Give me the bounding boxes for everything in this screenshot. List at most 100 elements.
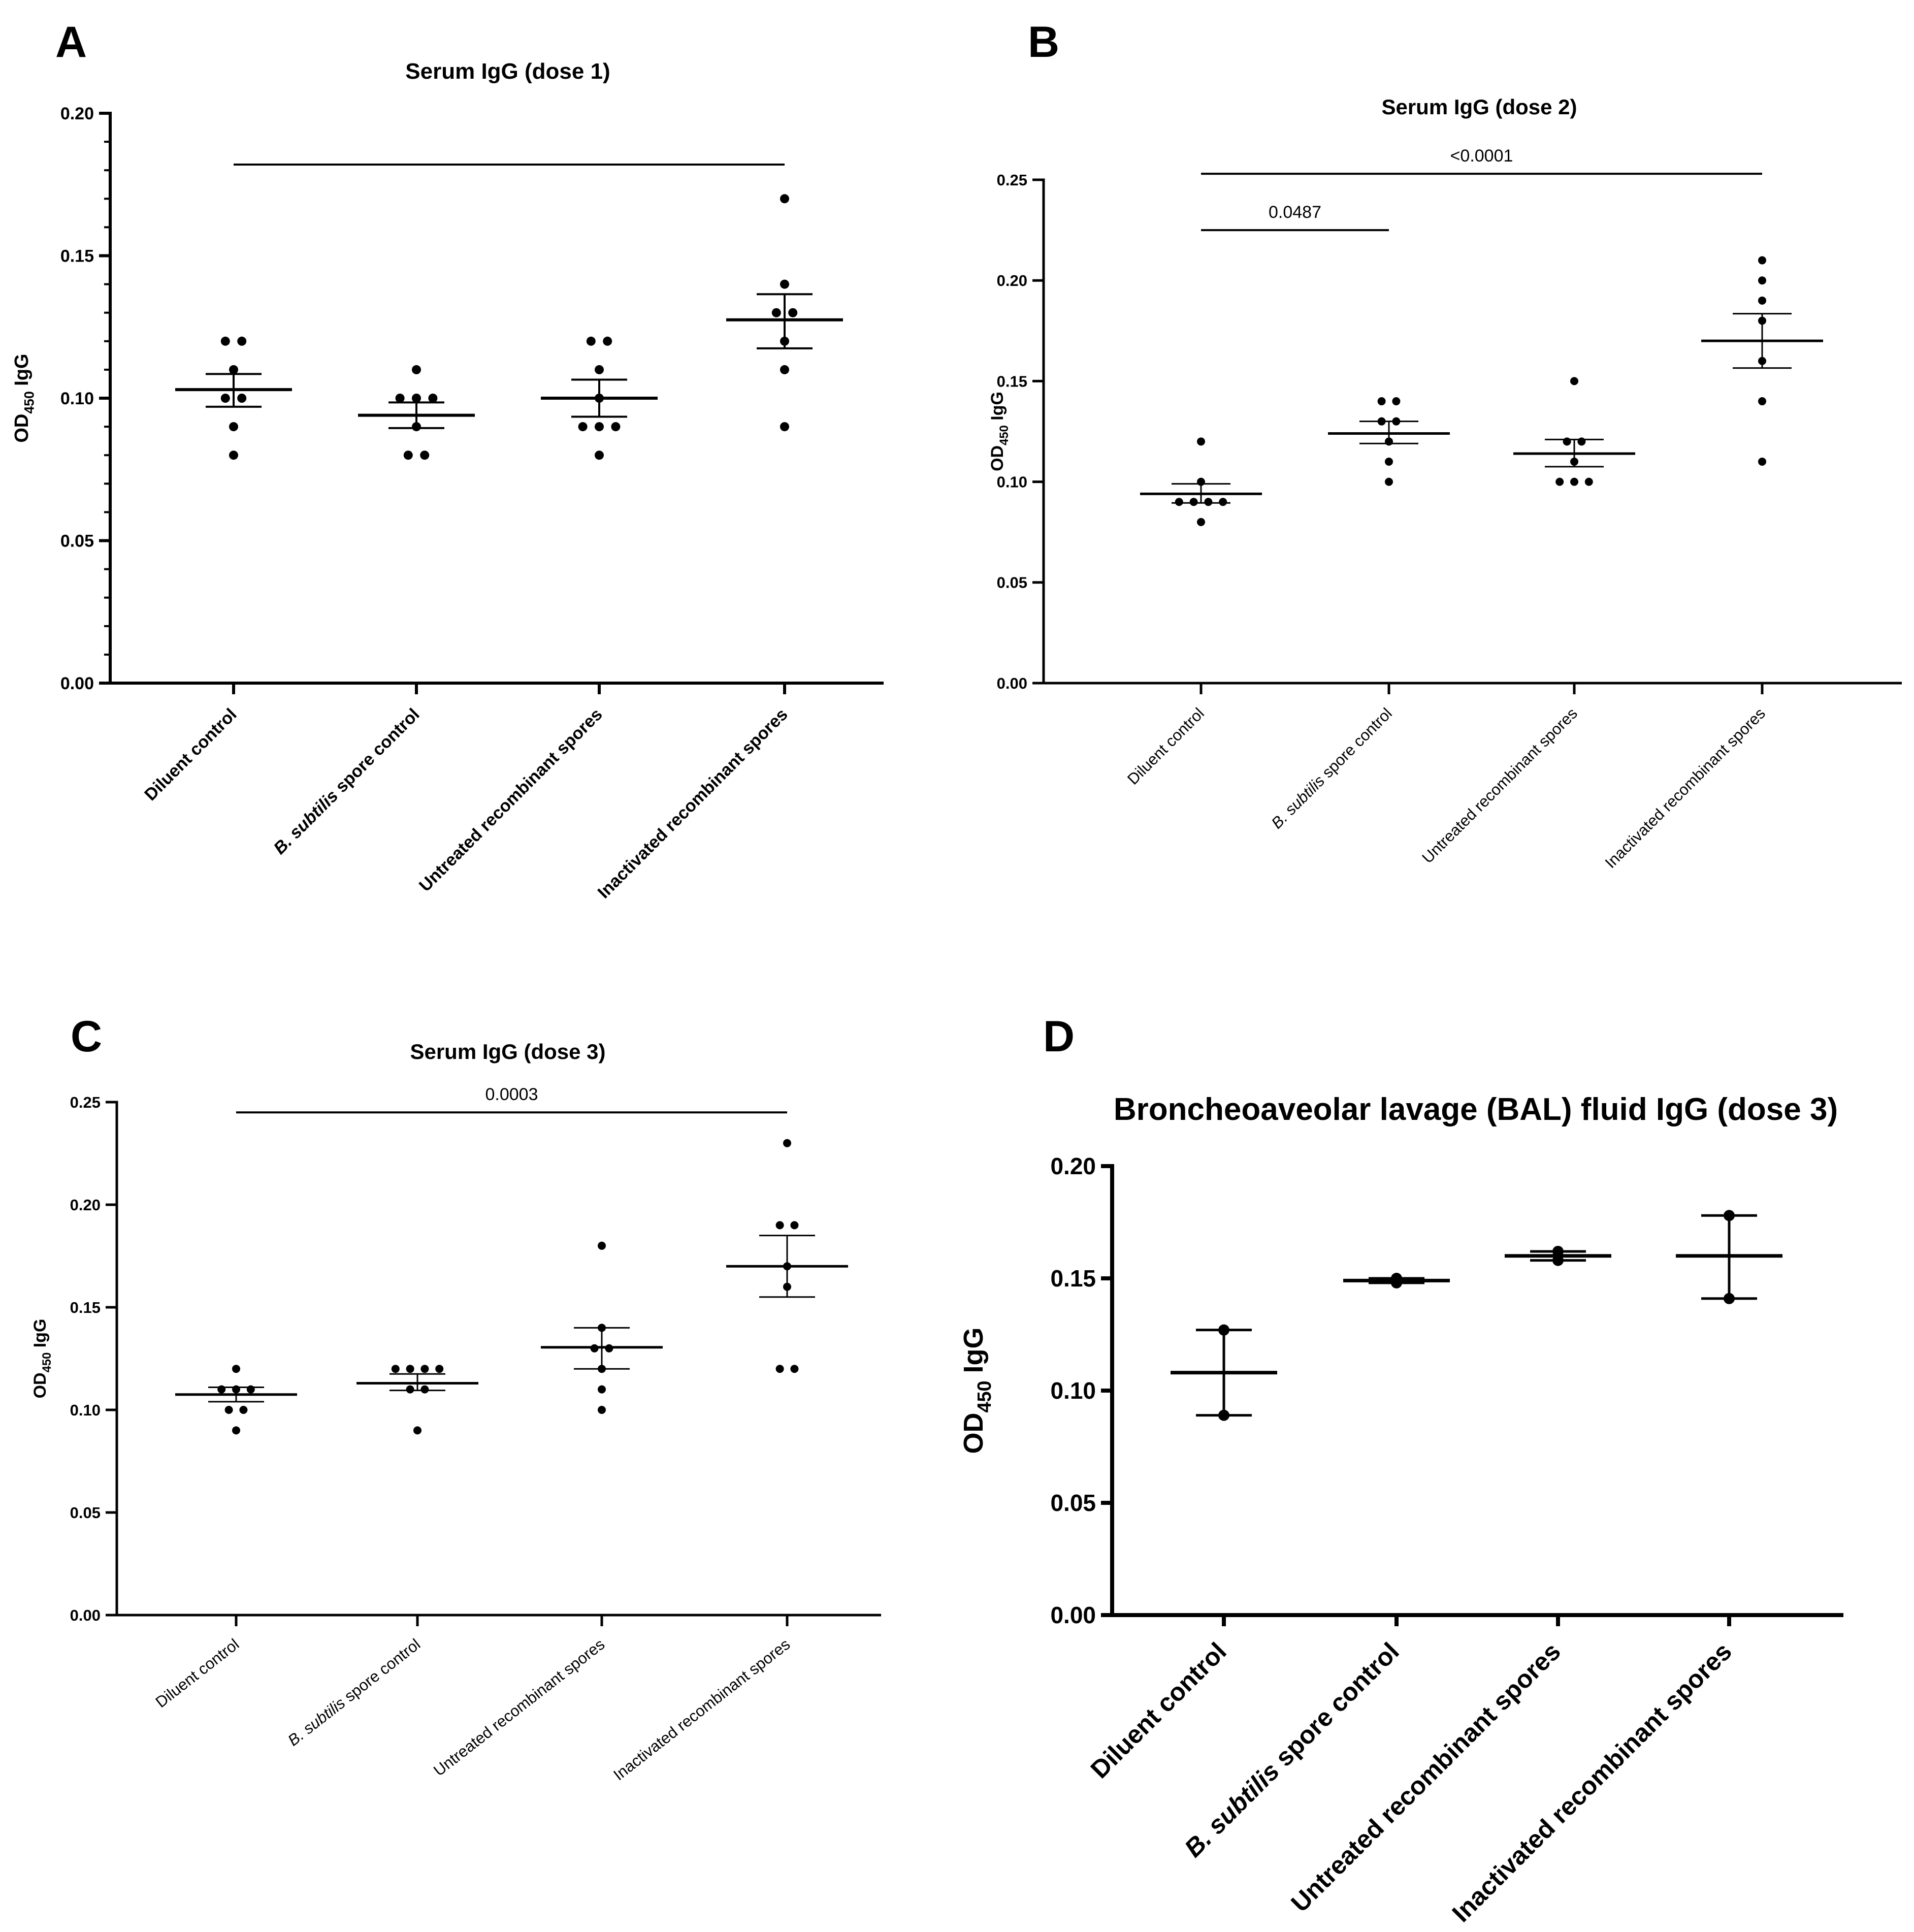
data-point [1189, 498, 1198, 506]
data-point [406, 1385, 414, 1394]
data-point [783, 1139, 791, 1147]
data-point [1584, 477, 1593, 486]
data-point [1758, 256, 1766, 265]
y-tick-label: 0.15 [997, 372, 1027, 390]
y-tick-label: 0.10 [60, 389, 94, 408]
y-axis-label: OD450 IgG [30, 1319, 54, 1399]
data-point [598, 1385, 606, 1394]
category-label: Untreated recombinant spores [1418, 704, 1581, 867]
data-point [391, 1365, 400, 1373]
data-point [1563, 437, 1571, 446]
data-point [224, 1406, 233, 1414]
chart-title: Serum IgG (dose 2) [1381, 95, 1577, 119]
panel-a: A Serum IgG (dose 1) 0.00 0.05 0.10 0.15 0.20 O… [11, 18, 884, 903]
data-point [1758, 296, 1766, 305]
y-tick-label: 0.05 [1050, 1490, 1096, 1516]
y-tick-label: 0.10 [70, 1401, 101, 1419]
data-point [420, 1385, 429, 1394]
data-point [790, 1365, 799, 1373]
data-point [395, 394, 405, 403]
data-point [420, 1365, 429, 1373]
data-point [603, 336, 612, 346]
category-label: B. subtilis spore control [284, 1635, 424, 1750]
data-point [1197, 437, 1205, 446]
y-tick-label: 0.20 [1050, 1153, 1096, 1179]
data-point [780, 279, 789, 289]
data-point [237, 394, 247, 403]
y-tick-label: 0.25 [997, 171, 1027, 189]
chart-title: Serum IgG (dose 1) [405, 59, 610, 84]
data-point [403, 450, 413, 460]
data-point [1758, 397, 1766, 406]
y-tick-label: 0.25 [70, 1093, 101, 1111]
data-point [406, 1365, 414, 1373]
data-point [780, 365, 789, 374]
data-point [239, 1406, 248, 1414]
panel-d: D Broncheoaveolar lavage (BAL) fluid IgG … [958, 1012, 1843, 1927]
data-point [775, 1221, 784, 1230]
data-point [217, 1385, 226, 1394]
data-point [229, 422, 238, 432]
data-point [413, 1426, 421, 1435]
data-point [1175, 498, 1183, 506]
category-label: B. subtilis spore control [270, 705, 424, 858]
data-point [1758, 457, 1766, 466]
data-point [246, 1385, 255, 1394]
panel-c: C Serum IgG (dose 3) 0.00 0.05 0.10 0.15 0.20 0… [30, 1012, 881, 1784]
y-tick-label: 0.10 [1050, 1377, 1096, 1404]
category-label: Diluent control [152, 1635, 243, 1712]
category-label: Diluent control [141, 705, 240, 804]
category-label: Inactivated recombinant spores [1602, 704, 1769, 872]
category-label: Diluent control [1124, 704, 1208, 788]
chart-title: Broncheoaveolar lavage (BAL) fluid IgG (… [1114, 1092, 1838, 1127]
data-point [578, 422, 588, 432]
data-point [595, 422, 604, 432]
category-label: Untreated recombinant spores [415, 705, 606, 896]
data-point [611, 422, 621, 432]
y-tick-label: 0.10 [997, 473, 1027, 491]
chart-title: Serum IgG (dose 3) [410, 1040, 605, 1064]
category-label: Untreated recombinant spores [1285, 1637, 1566, 1917]
category-label: Inactivated recombinant spores [594, 705, 792, 903]
panel-b: B Serum IgG (dose 2) 0.00 0.05 0.10 0.15 0.20 0… [988, 18, 1902, 872]
category-label: Inactivated recombinant spores [1447, 1637, 1737, 1927]
category-label: Diluent control [1085, 1637, 1232, 1784]
data-point [1570, 477, 1578, 486]
y-tick-label: 0.05 [60, 531, 94, 551]
p-value-label: <0.0001 [1450, 146, 1513, 166]
data-point [1197, 518, 1205, 526]
data-point [412, 394, 421, 403]
category-label: Inactivated recombinant spores [610, 1635, 793, 1784]
panel-letter: C [71, 1012, 102, 1061]
data-point [775, 1365, 784, 1373]
data-point [420, 450, 430, 460]
data-point [1204, 498, 1213, 506]
data-point [598, 1406, 606, 1414]
data-point [790, 1221, 799, 1230]
data-point [598, 1241, 606, 1250]
category-label: Untreated recombinant spores [430, 1635, 608, 1780]
data-point [435, 1365, 444, 1373]
data-point [229, 450, 238, 460]
data-point [1577, 437, 1586, 446]
panel-letter: A [55, 18, 87, 67]
data-point [1219, 498, 1227, 506]
data-point [595, 365, 604, 374]
y-tick-label: 0.05 [997, 574, 1027, 592]
data-point [1377, 397, 1386, 406]
panel-letter: D [1043, 1012, 1075, 1061]
panel-letter: B [1028, 18, 1059, 67]
y-tick-label: 0.15 [70, 1299, 101, 1316]
data-point [232, 1426, 240, 1435]
y-tick-label: 0.00 [997, 674, 1027, 692]
data-point [1392, 397, 1401, 406]
data-point [1385, 477, 1393, 486]
y-axis-label: OD450 IgG [958, 1327, 995, 1454]
data-point [586, 336, 596, 346]
y-tick-label: 0.15 [1050, 1265, 1096, 1292]
y-tick-label: 0.05 [70, 1504, 101, 1522]
data-point [1555, 477, 1564, 486]
y-tick-label: 0.00 [70, 1606, 101, 1624]
category-label: B. subtilis spore control [1268, 704, 1396, 832]
